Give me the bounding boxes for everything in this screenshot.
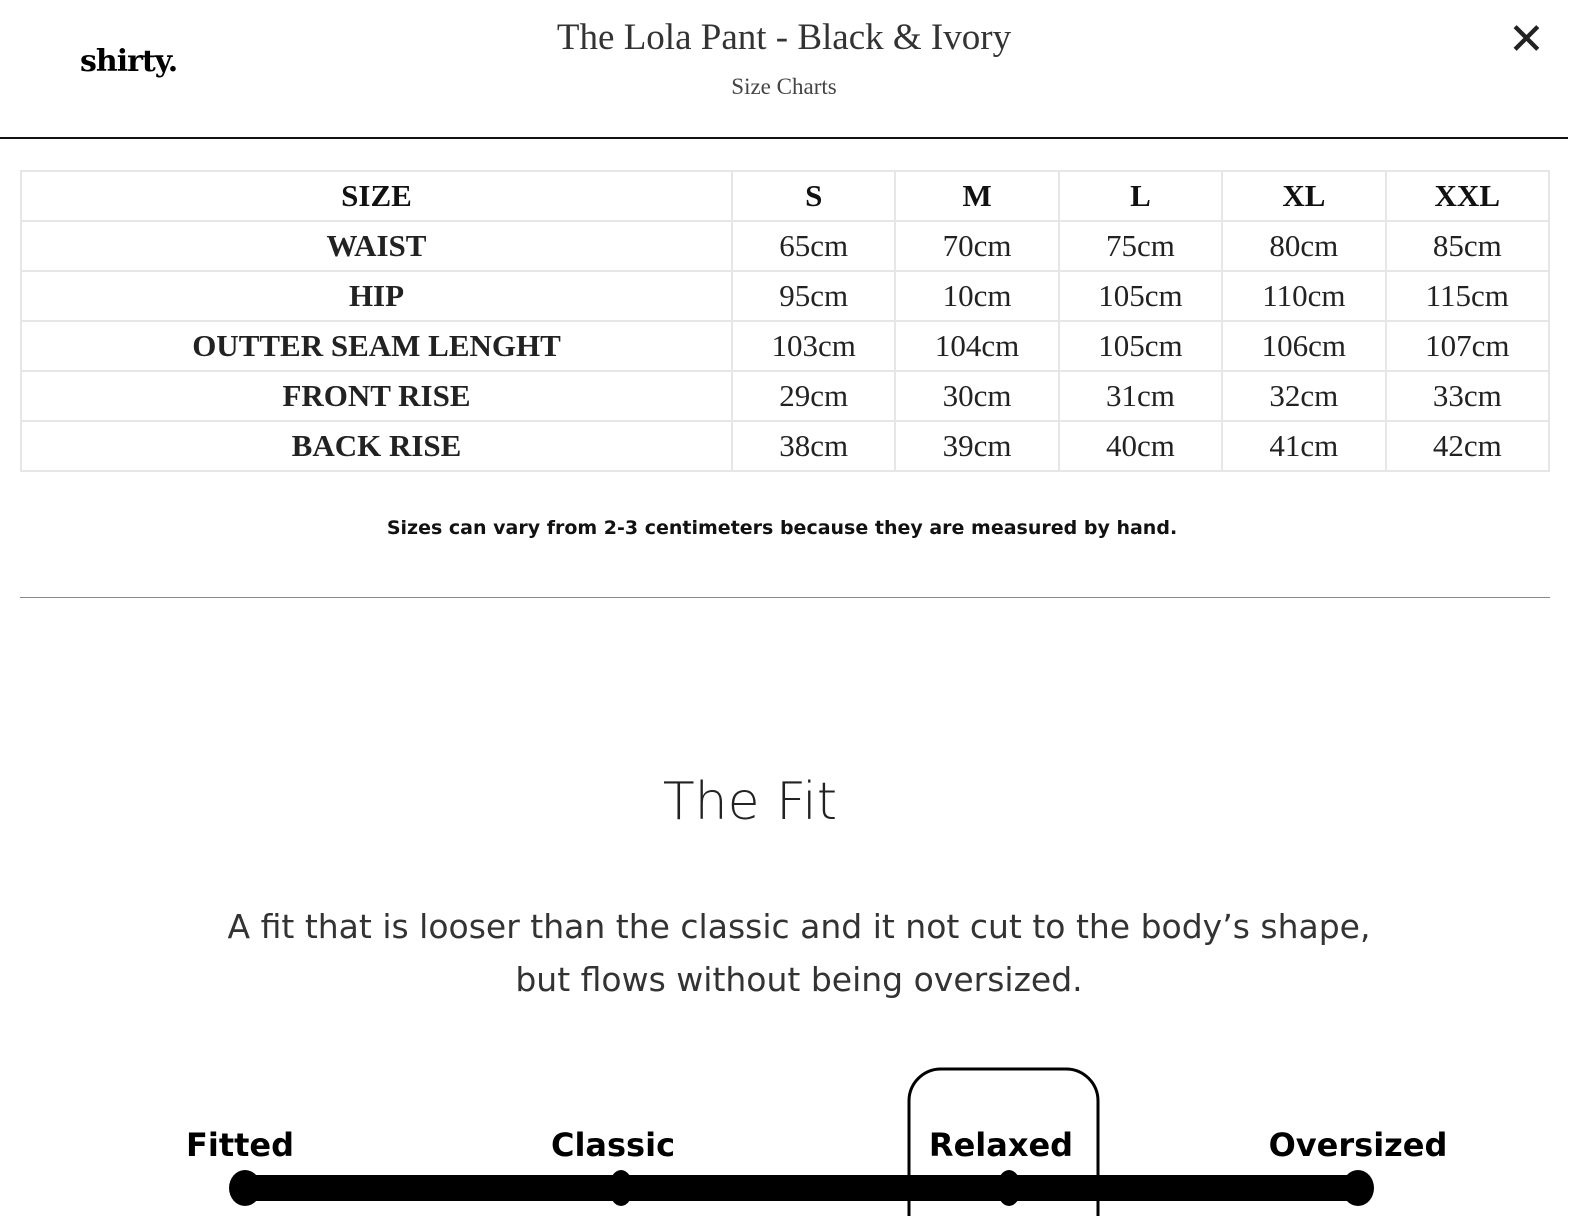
column-header: S bbox=[730, 170, 897, 222]
table-header-row: SIZE S M L XL XXL bbox=[20, 170, 1551, 222]
table-cell: 39cm bbox=[894, 420, 1060, 472]
fit-scale-label: Relaxed bbox=[929, 1126, 1073, 1164]
table-cell: 29cm bbox=[730, 370, 897, 422]
table-cell: 38cm bbox=[730, 420, 897, 472]
table-row: OUTTER SEAM LENGHT 103cm 104cm 105cm 106cm 10… bbox=[20, 320, 1551, 372]
size-note: Sizes can vary from 2-3 centimeters beca… bbox=[386, 517, 1178, 539]
table-cell: 110cm bbox=[1221, 270, 1387, 322]
table-cell: 75cm bbox=[1057, 220, 1224, 272]
fit-scale: Fitted Classic Relaxed Oversized bbox=[186, 1067, 1448, 1216]
table-cell: 41cm bbox=[1221, 420, 1387, 472]
table-cell: 40cm bbox=[1057, 420, 1224, 472]
row-label: BACK RISE bbox=[20, 420, 733, 472]
column-header: L bbox=[1057, 170, 1224, 222]
row-label: WAIST bbox=[20, 220, 733, 272]
close-icon[interactable]: ✕ bbox=[1508, 14, 1545, 65]
header-divider bbox=[0, 137, 1568, 139]
table-cell: 107cm bbox=[1384, 320, 1551, 372]
table-cell: 95cm bbox=[730, 270, 897, 322]
fit-title: The Fit bbox=[662, 772, 838, 832]
page-subtitle: Size Charts bbox=[731, 74, 837, 99]
fit-scale-dot bbox=[1342, 1170, 1374, 1206]
row-label: OUTTER SEAM LENGHT bbox=[20, 320, 733, 372]
fit-scale-bar bbox=[245, 1175, 1358, 1201]
table-cell: 10cm bbox=[894, 270, 1060, 322]
table-cell: 106cm bbox=[1221, 320, 1387, 372]
table-cell: 104cm bbox=[894, 320, 1060, 372]
table-row: BACK RISE 38cm 39cm 40cm 41cm 42cm bbox=[20, 420, 1551, 472]
table-cell: 103cm bbox=[730, 320, 897, 372]
table-cell: 31cm bbox=[1057, 370, 1224, 422]
table-cell: 105cm bbox=[1057, 270, 1224, 322]
table-cell: 105cm bbox=[1057, 320, 1224, 372]
column-header: SIZE bbox=[20, 170, 733, 222]
fit-description: A fit that is looser than the classic an… bbox=[227, 907, 1371, 999]
fit-scale-label: Fitted bbox=[186, 1126, 294, 1164]
table-cell: 115cm bbox=[1384, 270, 1551, 322]
column-header: M bbox=[894, 170, 1060, 222]
fit-scale-dot bbox=[229, 1170, 261, 1206]
fit-scale-label: Classic bbox=[551, 1126, 675, 1164]
table-row: FRONT RISE 29cm 30cm 31cm 32cm 33cm bbox=[20, 370, 1551, 422]
table-cell: 80cm bbox=[1221, 220, 1387, 272]
table-cell: 33cm bbox=[1384, 370, 1551, 422]
selected-fit-frame bbox=[907, 1067, 1100, 1216]
fit-scale-dot bbox=[609, 1170, 633, 1206]
table-cell: 32cm bbox=[1221, 370, 1387, 422]
table-row: WAIST 65cm 70cm 75cm 80cm 85cm bbox=[20, 220, 1551, 272]
column-header: XXL bbox=[1384, 170, 1551, 222]
brand-logo[interactable]: shirty. bbox=[80, 44, 178, 79]
fit-scale-dot bbox=[997, 1170, 1021, 1206]
table-row: HIP 95cm 10cm 105cm 110cm 115cm bbox=[20, 270, 1551, 322]
column-header: XL bbox=[1221, 170, 1387, 222]
row-label: FRONT RISE bbox=[20, 370, 733, 422]
table-cell: 42cm bbox=[1384, 420, 1551, 472]
table-cell: 85cm bbox=[1384, 220, 1551, 272]
size-chart-table: SIZE S M L XL XXL WAIST 65cm 70cm 75cm 80cm 85cm HIP… bbox=[20, 170, 1551, 472]
table-cell: 70cm bbox=[894, 220, 1060, 272]
page-title: The Lola Pant - Black & Ivory bbox=[556, 17, 1012, 58]
row-label: HIP bbox=[20, 270, 733, 322]
table-cell: 65cm bbox=[730, 220, 897, 272]
section-divider bbox=[20, 597, 1550, 598]
fit-scale-label: Oversized bbox=[1269, 1126, 1448, 1164]
table-cell: 30cm bbox=[894, 370, 1060, 422]
